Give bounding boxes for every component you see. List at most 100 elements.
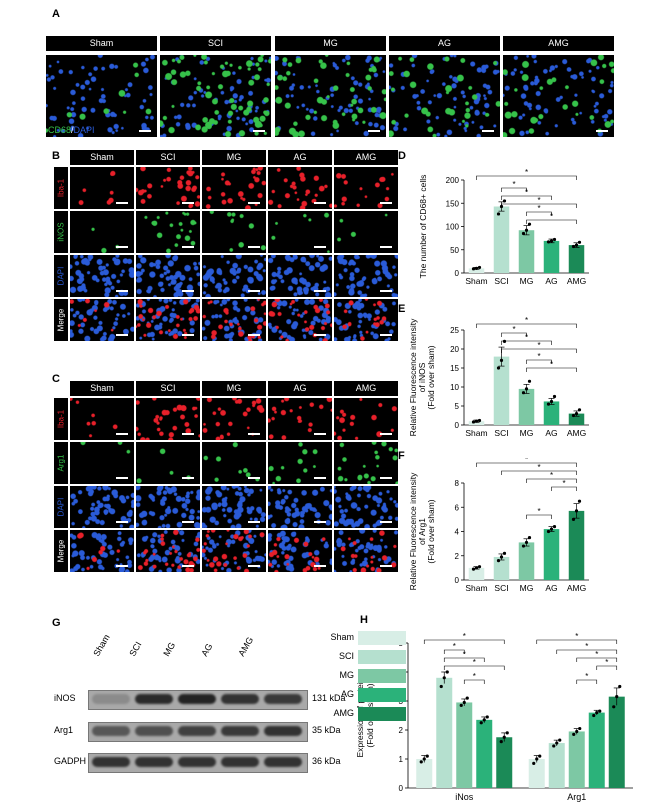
significance-bracket bbox=[501, 348, 577, 353]
panel-a-header-amg: AMG bbox=[503, 36, 614, 51]
scale-bar bbox=[368, 130, 380, 132]
bar-sci-inos bbox=[436, 677, 453, 788]
significance-bracket bbox=[526, 211, 552, 216]
panel-b-header-mg: MG bbox=[202, 150, 266, 165]
significance-bracket bbox=[526, 367, 577, 372]
panel-b-header-amg: AMG bbox=[334, 150, 398, 165]
stain-separator: / bbox=[71, 125, 74, 135]
panel-c-image-2-2 bbox=[202, 486, 266, 528]
significance-star: * bbox=[525, 168, 528, 177]
panel-c-header-sham: Sham bbox=[70, 381, 134, 396]
panel-b-row-label-text: iNOS bbox=[56, 222, 66, 242]
blot-band bbox=[178, 726, 216, 736]
significance-star: * bbox=[473, 658, 476, 667]
scale-bar bbox=[314, 290, 326, 292]
bar-sci bbox=[493, 356, 510, 425]
data-point bbox=[502, 735, 506, 739]
data-point bbox=[524, 387, 529, 391]
panel-b-row-label-text: DAPI bbox=[56, 266, 66, 286]
legend-label-sham: Sham bbox=[330, 632, 354, 642]
data-point bbox=[524, 540, 529, 545]
data-point bbox=[618, 684, 622, 689]
scale-bar bbox=[116, 290, 128, 292]
panel-b-header-sham: Sham bbox=[70, 150, 134, 165]
significance-bracket bbox=[501, 470, 577, 475]
scale-bar bbox=[182, 477, 194, 479]
y-tick-label: 8 bbox=[455, 479, 460, 488]
panel-c-row-label-3: Merge bbox=[54, 530, 68, 572]
bar-sci bbox=[493, 206, 510, 273]
significance-star: * bbox=[585, 642, 588, 651]
bar-mg-arg1 bbox=[568, 731, 585, 788]
y-tick-label: 2 bbox=[399, 726, 404, 735]
data-point bbox=[574, 243, 579, 247]
panel-b-row-label-0: Iba-1 bbox=[54, 167, 68, 209]
data-point bbox=[479, 721, 483, 725]
scale-bar bbox=[248, 202, 260, 204]
scale-bar bbox=[248, 433, 260, 435]
y-axis-label: (Fold over sham) bbox=[426, 345, 436, 409]
data-point bbox=[485, 715, 489, 719]
scale-bar bbox=[380, 290, 392, 292]
panel-a-image-sci bbox=[160, 55, 271, 137]
bar-sham bbox=[468, 421, 485, 425]
panel-c-row-label-1: Arg1 bbox=[54, 442, 68, 484]
bar-mg bbox=[518, 230, 535, 273]
significance-star: * bbox=[525, 333, 528, 342]
significance-bracket bbox=[443, 665, 505, 670]
x-tick-label: SCI bbox=[494, 276, 508, 286]
scale-bar bbox=[314, 202, 326, 204]
data-point bbox=[552, 744, 556, 748]
y-tick-label: 6 bbox=[455, 503, 460, 512]
significance-star: * bbox=[525, 316, 528, 325]
blot-band bbox=[135, 726, 173, 736]
lane-label-mg: MG bbox=[161, 640, 178, 658]
panel-b-header-ag: AG bbox=[268, 150, 332, 165]
significance-star: * bbox=[550, 212, 553, 221]
data-point bbox=[477, 565, 482, 569]
cd68-label: CD68 bbox=[48, 125, 72, 135]
data-point bbox=[546, 402, 551, 406]
panel-label-h: H bbox=[360, 614, 368, 626]
data-point bbox=[477, 265, 482, 270]
data-point bbox=[546, 240, 551, 244]
data-point bbox=[527, 535, 532, 540]
panel-b-row-label-1: iNOS bbox=[54, 211, 68, 253]
y-axis-label: (Fold over sham) bbox=[426, 499, 436, 563]
panel-c-row-label-text: Merge bbox=[56, 539, 66, 563]
legend-swatch-sci bbox=[358, 650, 406, 664]
data-point bbox=[558, 738, 562, 742]
panel-b-row-label-3: Merge bbox=[54, 299, 68, 341]
blot-band bbox=[178, 757, 216, 767]
panel-c-row-label-2: DAPI bbox=[54, 486, 68, 528]
lane-label-ag: AG bbox=[199, 641, 215, 658]
significance-bracket bbox=[501, 187, 527, 192]
bar-sham bbox=[468, 567, 485, 580]
data-point bbox=[496, 366, 501, 370]
data-point bbox=[502, 199, 507, 203]
data-point bbox=[572, 732, 576, 736]
blot-band bbox=[221, 694, 259, 704]
data-point bbox=[577, 240, 582, 244]
x-tick-label: AG bbox=[545, 428, 557, 438]
lane-label-sci: SCI bbox=[127, 639, 144, 658]
significance-bracket bbox=[526, 219, 577, 224]
data-point bbox=[524, 228, 529, 232]
y-tick-label: 10 bbox=[450, 383, 459, 392]
blot-band bbox=[92, 694, 130, 704]
significance-star: * bbox=[595, 650, 598, 659]
scale-bar bbox=[314, 521, 326, 523]
data-point bbox=[598, 709, 602, 713]
significance-bracket bbox=[476, 462, 577, 467]
x-tick-label: AMG bbox=[567, 428, 586, 438]
blot-band bbox=[92, 757, 130, 767]
scale-bar bbox=[380, 521, 392, 523]
scale-bar bbox=[380, 565, 392, 567]
panel-b-image-3-2 bbox=[202, 299, 266, 341]
y-tick-label: 25 bbox=[450, 326, 459, 335]
blot-kda-arg1: 35 kDa bbox=[312, 725, 341, 735]
panel-a-header-mg: MG bbox=[275, 36, 386, 51]
data-point bbox=[425, 754, 429, 758]
x-tick-label: AG bbox=[545, 583, 557, 593]
scale-bar bbox=[248, 334, 260, 336]
